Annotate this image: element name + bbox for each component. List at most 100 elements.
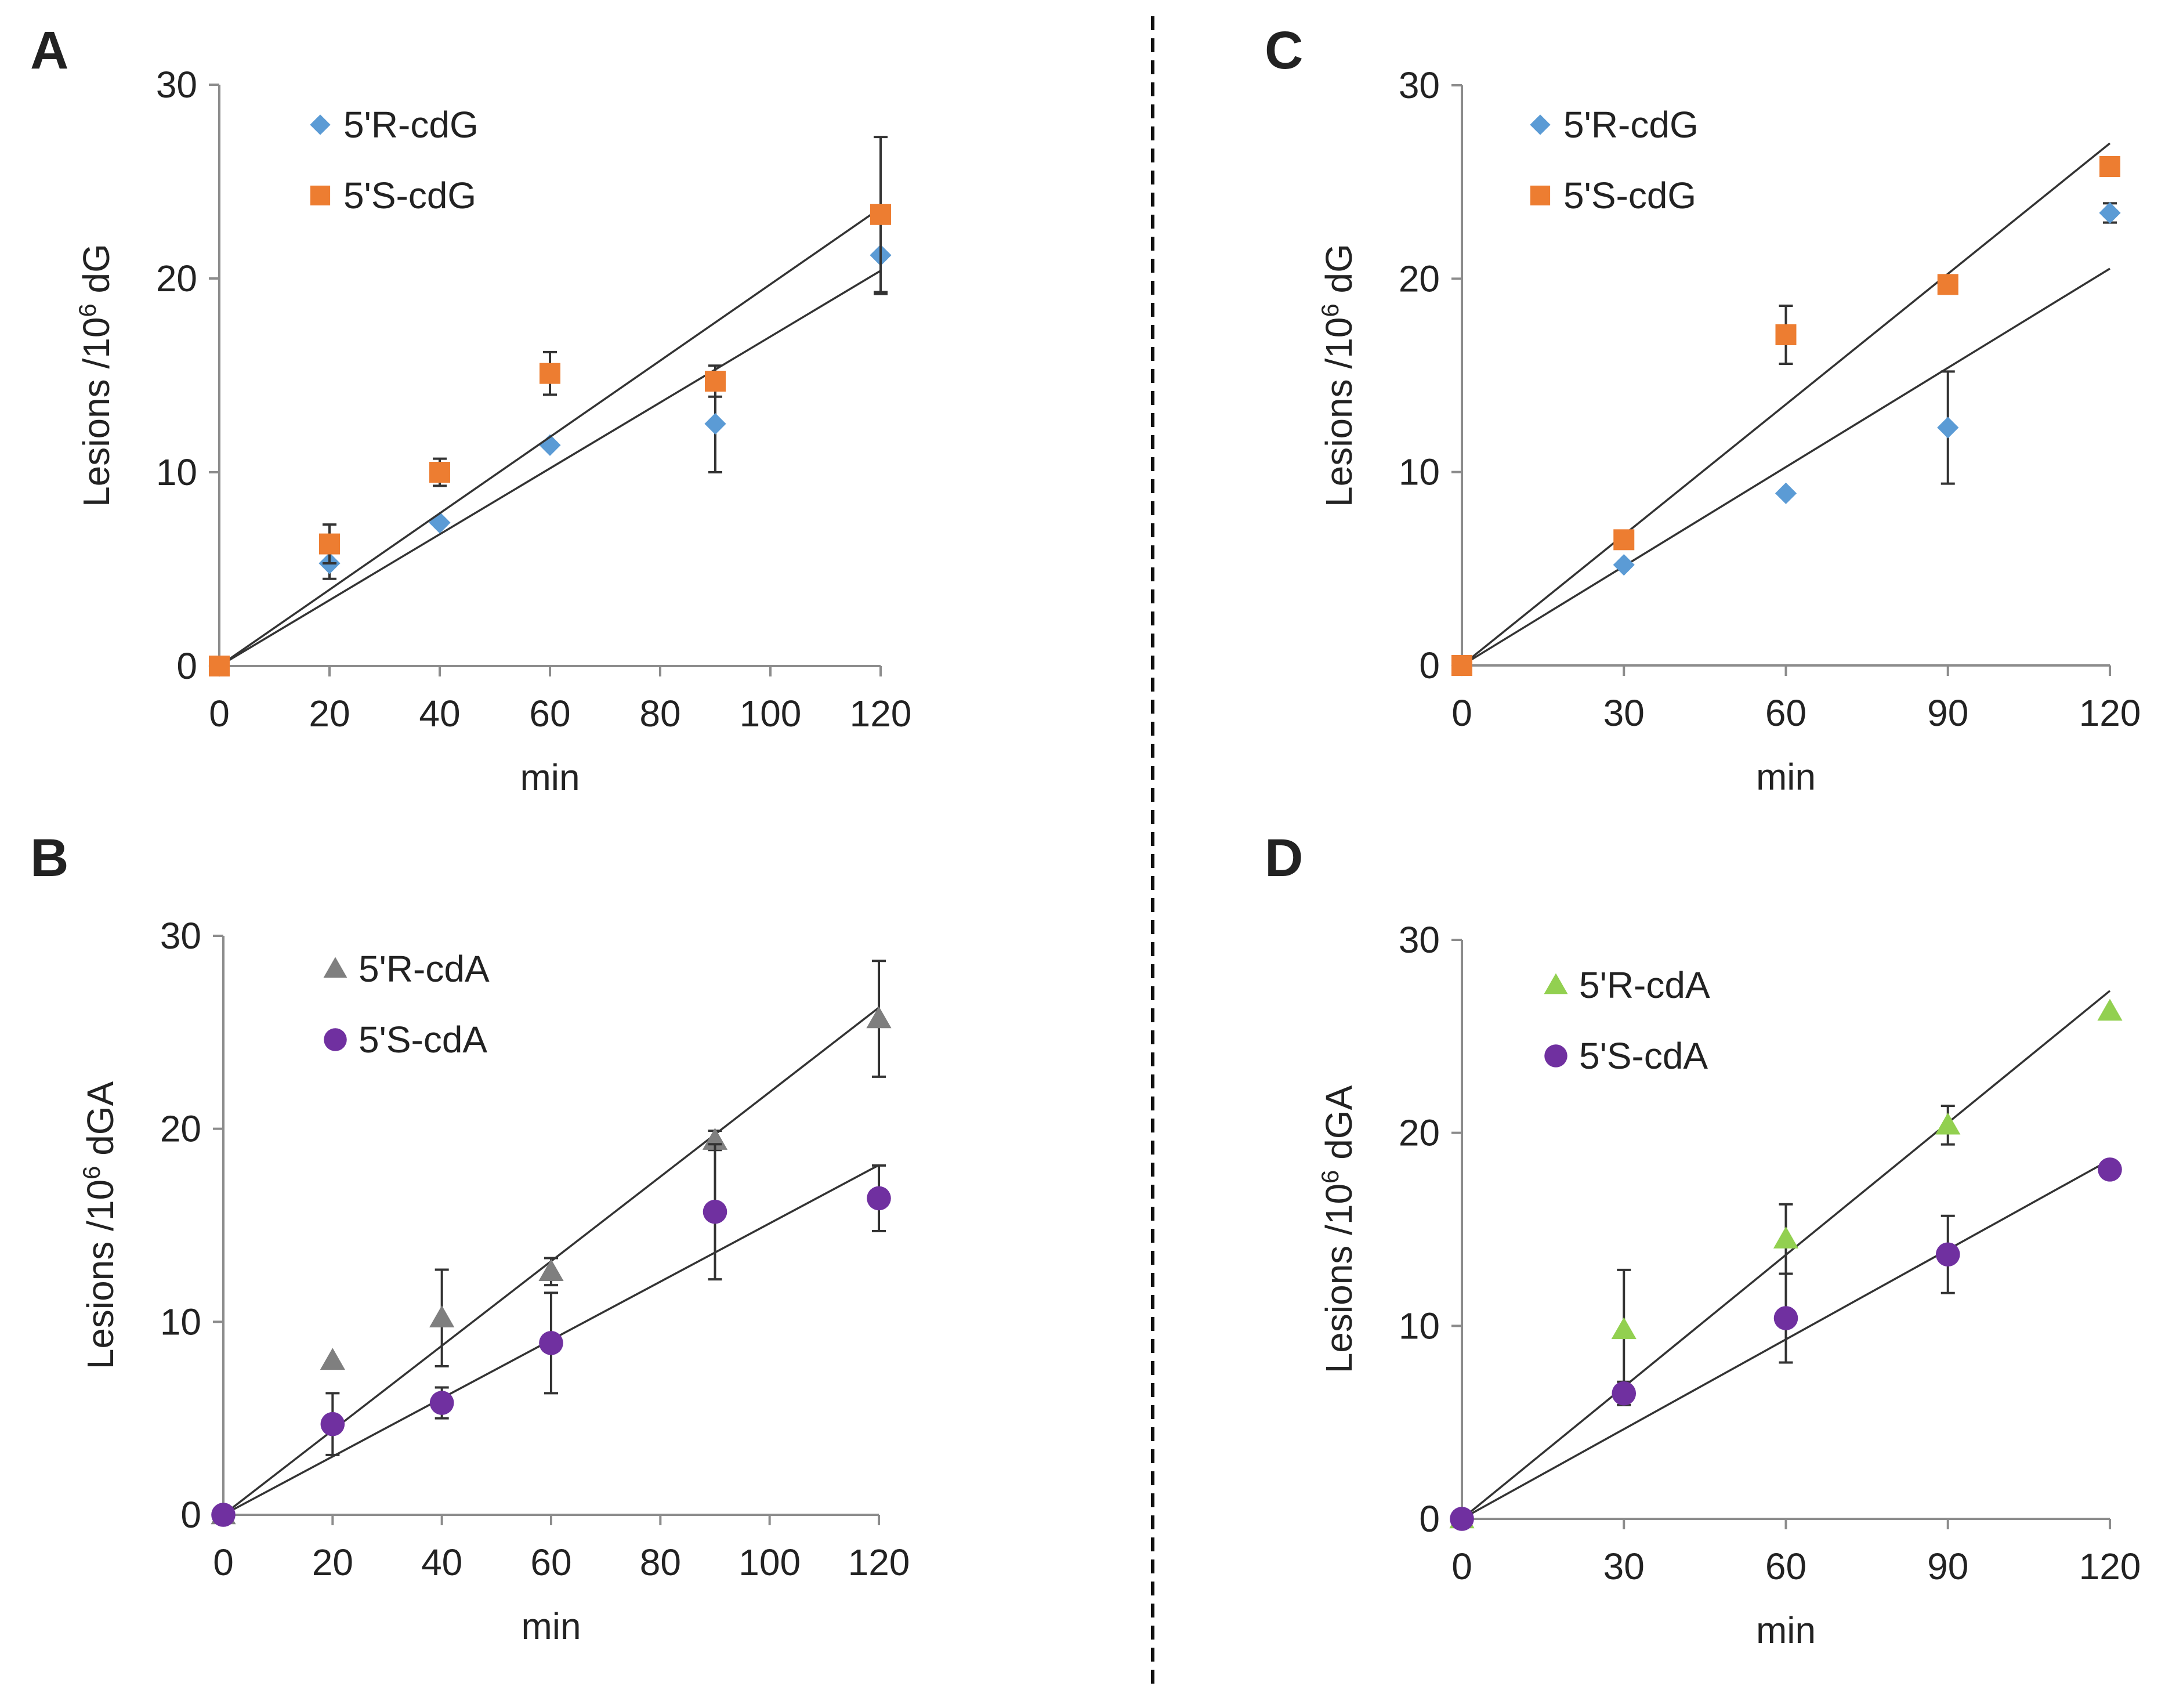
x-tick-label: 120 bbox=[850, 693, 912, 734]
x-tick-label: 0 bbox=[1451, 692, 1472, 734]
trendline bbox=[1461, 267, 2110, 667]
y-tick-label: 10 bbox=[1399, 451, 1440, 493]
x-tick-label: 100 bbox=[740, 693, 802, 734]
y-tick-label: 30 bbox=[160, 915, 201, 957]
trendline bbox=[219, 270, 881, 667]
x-axis-title: min bbox=[1756, 756, 1816, 798]
data-point bbox=[1937, 274, 1958, 295]
x-axis-title: min bbox=[520, 757, 580, 798]
data-point bbox=[866, 1006, 892, 1029]
y-tick-label: 10 bbox=[160, 1301, 201, 1342]
legend-marker bbox=[1530, 185, 1551, 206]
x-tick-label: 100 bbox=[738, 1541, 801, 1583]
series-5'R-cdG bbox=[1451, 202, 2121, 676]
chart-panel-A: A 0 10 20 30 0 20 40 60 80 100 120 min Lesions /106 d… bbox=[30, 21, 911, 798]
series-5'S-cdA bbox=[1450, 1157, 2122, 1531]
y-tick-label: 0 bbox=[180, 1494, 201, 1536]
data-point bbox=[538, 1259, 564, 1282]
x-tick-label: 90 bbox=[1927, 692, 1968, 734]
data-point bbox=[211, 1503, 236, 1527]
data-point bbox=[2099, 156, 2120, 177]
x-tick-label: 40 bbox=[421, 1541, 462, 1583]
data-point bbox=[1450, 1507, 1474, 1531]
y-tick-label: 20 bbox=[160, 1108, 201, 1150]
data-point bbox=[320, 1412, 345, 1436]
chart-panel-C: C 0 10 20 30 0 30 60 90 120 min Lesions /106 dG 5'R-… bbox=[1265, 21, 2141, 798]
data-point bbox=[319, 533, 340, 555]
data-point bbox=[704, 412, 726, 435]
legend-marker bbox=[310, 185, 331, 206]
legend-label: 5'S-cdG bbox=[1563, 175, 1696, 216]
data-point bbox=[1937, 417, 1959, 439]
data-point bbox=[1611, 1317, 1637, 1340]
x-tick-label: 80 bbox=[639, 693, 680, 734]
data-point bbox=[1773, 1306, 1798, 1330]
data-point bbox=[1613, 554, 1635, 576]
series-5'S-cdG bbox=[209, 136, 891, 676]
data-point bbox=[429, 462, 450, 483]
x-tick-label: 40 bbox=[419, 693, 460, 734]
x-tick-label: 60 bbox=[529, 693, 570, 734]
y-tick-label: 20 bbox=[1399, 258, 1440, 299]
x-tick-label: 80 bbox=[640, 1541, 681, 1583]
legend-marker bbox=[310, 114, 331, 135]
y-tick-label: 10 bbox=[156, 451, 197, 493]
chart-panel-D: D 0 10 20 30 0 30 60 90 120 min Lesions /106 dGA 5'R… bbox=[1265, 828, 2141, 1651]
x-tick-label: 120 bbox=[2079, 1546, 2141, 1587]
data-point bbox=[1935, 1112, 1961, 1135]
data-point bbox=[1612, 1381, 1637, 1406]
y-tick-label: 20 bbox=[156, 258, 197, 299]
y-axis-title: Lesions /106 dG bbox=[74, 244, 118, 507]
y-tick-label: 20 bbox=[1399, 1112, 1440, 1154]
y-axis-title: Lesions /106 dG bbox=[1316, 244, 1360, 507]
series-5'R-cdA bbox=[1449, 990, 2123, 1529]
data-point bbox=[2098, 1157, 2122, 1182]
y-tick-label: 10 bbox=[1399, 1305, 1440, 1347]
y-axis-title: Lesions /106 dGA bbox=[78, 1081, 122, 1369]
data-point bbox=[1451, 655, 1472, 676]
x-tick-label: 0 bbox=[213, 1541, 234, 1583]
data-point bbox=[703, 1199, 727, 1224]
y-tick-label: 0 bbox=[176, 645, 197, 687]
chart-panel-B: B 0 10 20 30 0 20 40 60 80 100 120 min Lesions /106 d… bbox=[30, 828, 910, 1647]
x-tick-label: 120 bbox=[848, 1541, 910, 1583]
panel-letter: C bbox=[1265, 21, 1303, 80]
data-point bbox=[705, 371, 726, 392]
legend-marker bbox=[323, 957, 347, 978]
y-axis-title: Lesions /106 dGA bbox=[1316, 1085, 1360, 1373]
legend-label: 5'R-cdG bbox=[1563, 104, 1699, 146]
x-tick-label: 20 bbox=[309, 693, 350, 734]
y-tick-label: 30 bbox=[1399, 919, 1440, 961]
trendline bbox=[1461, 142, 2111, 667]
data-point bbox=[867, 1186, 891, 1211]
series-5'S-cdA bbox=[211, 1143, 891, 1527]
series-5'R-cdA bbox=[211, 960, 892, 1525]
data-point bbox=[429, 1391, 454, 1415]
data-point bbox=[539, 1331, 563, 1355]
data-point bbox=[1773, 1226, 1799, 1249]
legend-label: 5'S-cdA bbox=[1579, 1035, 1708, 1077]
x-tick-label: 90 bbox=[1927, 1546, 1968, 1587]
series-5'R-cdG bbox=[208, 215, 892, 677]
series-5'S-cdG bbox=[1451, 142, 2120, 676]
data-point bbox=[1775, 324, 1797, 345]
legend-label: 5'R-cdA bbox=[1579, 964, 1710, 1006]
x-axis-title: min bbox=[521, 1605, 581, 1647]
data-point bbox=[320, 1348, 345, 1370]
data-point bbox=[429, 1305, 455, 1327]
data-point bbox=[1935, 1242, 1960, 1267]
y-tick-label: 0 bbox=[1419, 1498, 1440, 1540]
panel-letter: A bbox=[30, 21, 68, 80]
legend-marker bbox=[1530, 114, 1551, 135]
y-tick-label: 0 bbox=[1419, 645, 1440, 686]
data-point bbox=[209, 656, 230, 676]
panel-letter: B bbox=[30, 828, 68, 888]
x-axis-title: min bbox=[1756, 1609, 1816, 1651]
data-point bbox=[540, 363, 560, 384]
data-point bbox=[2097, 998, 2123, 1021]
legend-label: 5'R-cdA bbox=[359, 948, 490, 990]
data-point bbox=[429, 512, 451, 534]
panel-letter: D bbox=[1265, 828, 1303, 888]
data-point bbox=[2099, 202, 2121, 224]
